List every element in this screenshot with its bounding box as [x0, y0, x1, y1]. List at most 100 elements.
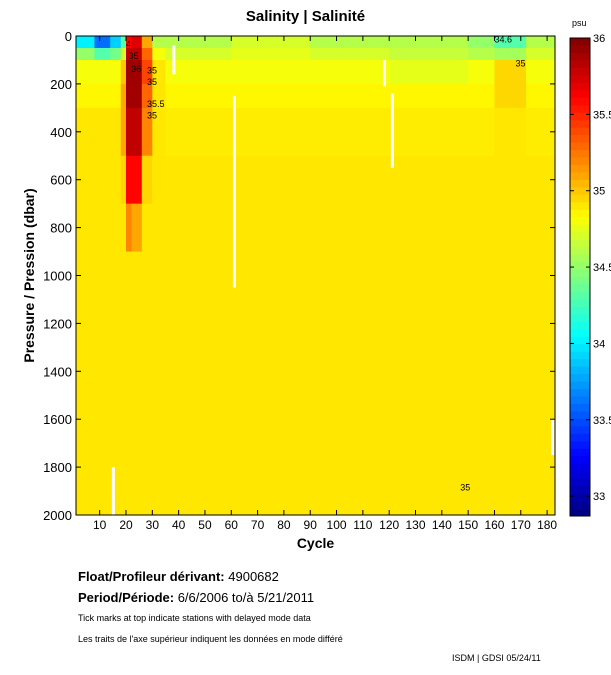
heatmap-cell [76, 155, 95, 205]
x-tick-label: 170 [511, 518, 531, 532]
x-tick-label: 30 [146, 518, 160, 532]
colorbar-segment [570, 329, 590, 338]
colorbar-segment [570, 366, 590, 375]
colorbar-segment [570, 247, 590, 256]
heatmap-cell [468, 155, 495, 205]
heatmap-cell [110, 36, 122, 49]
heatmap-cell [120, 36, 127, 49]
colorbar-segment [570, 389, 590, 397]
heatmap-cell [494, 251, 527, 324]
heatmap-cell [110, 251, 122, 324]
float-label: Float/Profileur dérivant: [78, 569, 225, 584]
y-tick-label: 1800 [43, 460, 72, 475]
heatmap-cell [94, 47, 111, 61]
heatmap-cell [76, 107, 95, 157]
x-tick-label: 130 [405, 518, 425, 532]
heatmap-cell [131, 419, 143, 516]
heatmap-cell [131, 47, 143, 61]
heatmap-cell [131, 107, 143, 157]
colorbar-segment [570, 418, 590, 427]
heatmap-cell [120, 203, 127, 253]
y-tick-label: 2000 [43, 508, 72, 523]
heatmap-cell [110, 47, 122, 61]
heatmap-cell [76, 203, 95, 253]
heatmap-cell [110, 155, 122, 205]
colorbar-segment [570, 381, 590, 390]
heatmap-cell [389, 419, 469, 516]
heatmap-cell [231, 419, 311, 516]
heatmap-cell [141, 251, 153, 324]
heatmap-cell [126, 36, 132, 49]
colorbar-frame [569, 37, 591, 517]
data-gap [551, 419, 555, 456]
colorbar-segment [570, 291, 590, 300]
footer: ISDM | GDSI 05/24/11 [452, 653, 541, 663]
heatmap-cell [310, 59, 390, 85]
heatmap-cell [141, 155, 153, 205]
heatmap-cell [389, 203, 469, 253]
heatmap-cell [76, 36, 95, 49]
x-tick-label: 40 [172, 518, 186, 532]
colorbar-segment [570, 501, 590, 510]
y-axis-label: Pressure / Pression (dbar) [21, 188, 37, 362]
heatmap-cell [126, 203, 132, 253]
contour-label: 35 [147, 66, 157, 76]
note-fr: Les traits de l'axe supérieur indiquent … [78, 634, 343, 644]
heatmap-cell [152, 251, 166, 324]
colorbar-segment [570, 172, 590, 181]
colorbar-segment [570, 164, 590, 173]
contour-label: 35.5 [147, 99, 165, 109]
colorbar-segment [570, 299, 590, 308]
heatmap-cell [94, 419, 111, 516]
heatmap-cell [120, 59, 127, 85]
heatmap-cell [120, 323, 127, 420]
heatmap-cell [76, 323, 95, 420]
colorbar-segment [570, 97, 590, 106]
heatmap-cell [468, 36, 495, 49]
colorbar-segment [570, 471, 590, 480]
colorbar-segment [570, 232, 590, 241]
heatmap-cell [310, 419, 390, 516]
colorbar-segment [570, 403, 590, 412]
heatmap-cell [126, 59, 132, 85]
heatmap-cell [468, 83, 495, 109]
heatmap-cell [141, 83, 153, 109]
heatmap-cell [131, 203, 143, 253]
contour-label: 35 [129, 51, 139, 61]
heatmap-cell [120, 251, 127, 324]
heatmap-cell [152, 47, 166, 61]
heatmap-cell [131, 323, 143, 420]
colorbar-segment [570, 374, 590, 383]
colorbar-segment [570, 60, 590, 69]
heatmap-cell [141, 107, 153, 157]
heatmap-cell [494, 83, 527, 109]
colorbar-segment [570, 150, 590, 158]
x-axis-label: Cycle [297, 535, 335, 551]
heatmap-cell [131, 36, 143, 49]
float-id: 4900682 [228, 569, 279, 584]
heatmap-cell [494, 203, 527, 253]
colorbar-segment [570, 75, 590, 84]
heatmap-cell [165, 251, 232, 324]
heatmap-cell [110, 323, 122, 420]
heatmap-cell [141, 323, 153, 420]
colorbar-unit-label: psu [572, 18, 587, 28]
heatmap-cell [110, 419, 122, 516]
heatmap-cell [120, 47, 127, 61]
colorbar-segment [570, 441, 590, 450]
y-tick-label: 800 [50, 221, 72, 236]
colorbar-segment [570, 269, 590, 278]
x-tick-label: 150 [458, 518, 478, 532]
heatmap-cell [231, 155, 311, 205]
colorbar-segment [570, 426, 590, 435]
y-tick-label: 400 [50, 125, 72, 140]
heatmap-cell [94, 59, 111, 85]
colorbar-segment [570, 127, 590, 136]
chart-title: Salinity | Salinité [245, 8, 366, 25]
x-tick-label: 120 [379, 518, 399, 532]
heatmap-cell [231, 251, 311, 324]
data-gap [382, 59, 386, 87]
heatmap-cell [310, 251, 390, 324]
colorbar-tick-label: 33 [593, 491, 605, 503]
